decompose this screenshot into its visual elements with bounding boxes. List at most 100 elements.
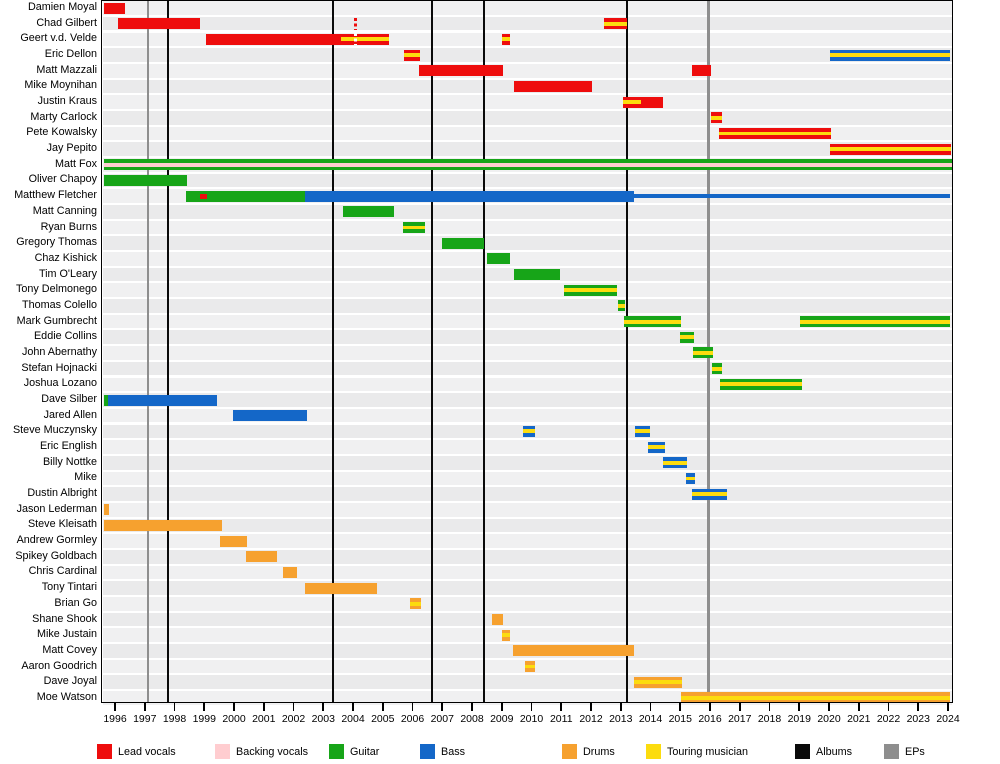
- timeline-segment: [624, 316, 682, 328]
- timeline-segment: [305, 190, 635, 202]
- timeline-segment: [341, 33, 389, 45]
- member-label: Chris Cardinal: [28, 565, 97, 578]
- member-label: Mark Gumbrecht: [16, 314, 97, 327]
- row-stripe: [103, 675, 952, 690]
- member-label: Justin Kraus: [37, 95, 97, 108]
- member-label: Shane Shook: [32, 612, 97, 625]
- legend-label: Guitar: [350, 746, 380, 758]
- member-label: John Abernathy: [21, 345, 97, 358]
- touring-stripe: [624, 319, 682, 324]
- timeline-segment: [403, 49, 421, 61]
- timeline-segment: [685, 472, 696, 484]
- row-stripe: [103, 205, 952, 219]
- touring-stripe: [604, 21, 627, 26]
- axis-year-label: 2010: [519, 713, 544, 725]
- axis-year-label: 2006: [400, 713, 425, 725]
- timeline-segment: [502, 629, 511, 641]
- timeline-segment: [563, 284, 618, 296]
- axis-tick: [649, 703, 652, 711]
- timeline-segment: [103, 2, 126, 14]
- timeline-segment: [692, 488, 727, 500]
- touring-stripe: [662, 460, 688, 465]
- timeline-segment: [720, 378, 803, 390]
- axis-year-label: 2003: [311, 713, 335, 725]
- axis-year-label: 2015: [668, 713, 692, 725]
- axis-year-label: 2009: [490, 713, 514, 725]
- axis-tick: [411, 703, 414, 711]
- axis-tick: [441, 703, 444, 711]
- axis-year-label: 1997: [133, 713, 157, 725]
- timeline-segment: [718, 127, 832, 139]
- row-stripe: [103, 612, 952, 627]
- member-label: Matt Fox: [55, 157, 97, 170]
- member-label: Chaz Kishick: [34, 251, 97, 264]
- timeline-segment: [419, 65, 503, 77]
- axis-tick: [114, 703, 116, 711]
- one-off-show-marker: [354, 33, 357, 46]
- member-label: Ryan Burns: [40, 220, 97, 233]
- ep-line: [146, 0, 149, 703]
- legend-swatch: [215, 744, 230, 759]
- timeline-segment: [522, 425, 536, 437]
- touring-stripe: [522, 429, 536, 434]
- timeline-segment: [441, 237, 484, 249]
- timeline-segment: [245, 551, 278, 563]
- axis-year-label: 2017: [728, 713, 752, 725]
- row-stripe: [103, 1, 952, 15]
- member-label: Joshua Lozano: [23, 377, 97, 390]
- timeline-segment: [410, 598, 422, 610]
- timeline-segment: [103, 504, 110, 516]
- member-label: Matthew Fletcher: [14, 189, 97, 202]
- timeline-segment: [103, 519, 223, 531]
- backing-vocals-stripe: [103, 162, 952, 167]
- legend-label: Touring musician: [667, 746, 749, 758]
- axis-tick: [471, 703, 473, 711]
- axis-tick: [619, 703, 622, 711]
- axis-year-label: 2024: [936, 713, 960, 725]
- timeline-segment: [710, 112, 722, 124]
- member-label: Mike Justain: [36, 628, 97, 641]
- axis-year-label: 2001: [252, 713, 276, 725]
- row-stripe: [103, 95, 952, 109]
- legend-label: EPs: [905, 746, 925, 758]
- axis-tick: [381, 703, 384, 711]
- member-label: Billy Nottke: [42, 455, 97, 468]
- timeline-segment: [693, 347, 713, 359]
- member-label: Stefan Hojnacki: [21, 361, 97, 374]
- touring-stripe: [712, 366, 722, 371]
- axis-year-label: 1999: [192, 713, 216, 725]
- legend-label: Backing vocals: [236, 746, 309, 758]
- member-label: Steve Kleisath: [27, 518, 97, 531]
- axis-tick: [768, 703, 771, 711]
- axis-tick: [173, 703, 176, 711]
- timeline-segment: [342, 206, 395, 218]
- row-stripe: [103, 440, 952, 454]
- member-label: Andrew Gormley: [16, 534, 97, 547]
- touring-stripe: [502, 633, 511, 638]
- row-stripe: [103, 236, 952, 250]
- timeline-segment: [233, 410, 307, 422]
- row-stripe: [103, 534, 952, 548]
- touring-stripe: [410, 601, 422, 606]
- axis-year-label: 2008: [460, 713, 484, 725]
- timeline-segment: [117, 18, 201, 30]
- member-label: Eric Dellon: [44, 48, 97, 61]
- member-label: Eddie Collins: [33, 330, 97, 343]
- legend-swatch: [884, 744, 899, 759]
- album-line: [331, 0, 334, 703]
- timeline-segment: [800, 316, 951, 328]
- legend-label: Albums: [816, 746, 853, 758]
- member-label: Thomas Colello: [21, 298, 97, 311]
- axis-tick: [352, 703, 354, 711]
- axis-tick: [262, 703, 265, 711]
- timeline-segment: [634, 193, 951, 199]
- row-stripe: [103, 518, 952, 533]
- timeline-segment: [635, 425, 650, 437]
- timeline-segment: [712, 363, 722, 375]
- legend-swatch: [646, 744, 661, 759]
- album-line: [625, 0, 628, 703]
- row-stripe: [103, 581, 952, 595]
- axis-tick: [590, 703, 592, 711]
- row-stripe: [103, 252, 952, 266]
- member-label: Eric English: [39, 440, 97, 453]
